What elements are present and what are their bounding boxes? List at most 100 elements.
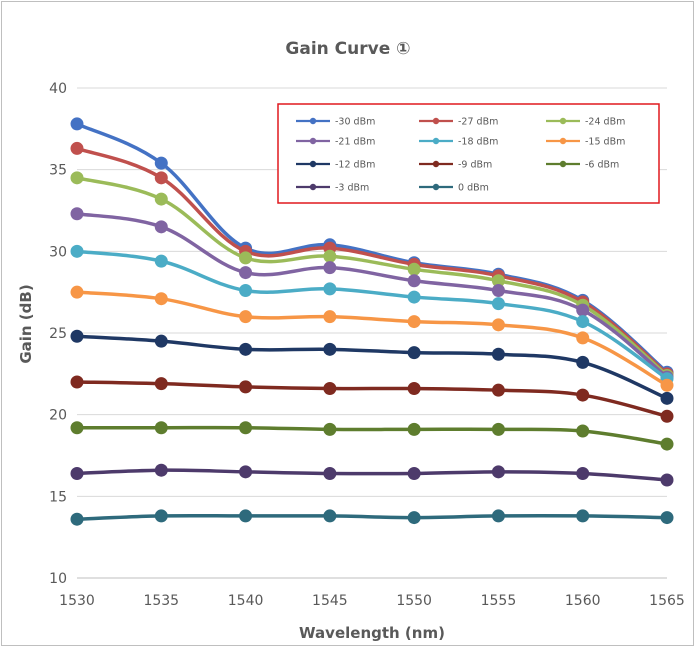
legend-item: -15 dBm (546, 137, 625, 148)
data-point (154, 463, 168, 477)
data-point (323, 282, 337, 296)
legend-swatch-marker (432, 117, 440, 125)
data-point (576, 388, 590, 402)
legend-label: -3 dBm (335, 183, 369, 194)
x-tick-label: 1550 (396, 593, 432, 609)
data-point (323, 509, 337, 523)
legend-item: -3 dBm (296, 183, 369, 194)
series-0dbm (70, 509, 674, 526)
series-line (75, 468, 669, 482)
data-point (239, 465, 253, 479)
legend-swatch-marker (559, 117, 567, 125)
data-point (407, 466, 421, 480)
x-axis-title: Wavelength (nm) (299, 624, 445, 642)
series--12dbm (70, 329, 674, 405)
x-tick-label: 1545 (312, 593, 348, 609)
data-point (407, 346, 421, 360)
data-point (239, 421, 253, 435)
data-point (660, 378, 674, 392)
legend-swatch-marker (309, 137, 317, 145)
x-tick-label: 1555 (481, 593, 517, 609)
legend-item: -24 dBm (546, 117, 625, 128)
data-point (239, 342, 253, 356)
data-point (576, 303, 590, 317)
data-point (70, 244, 84, 258)
series-line (75, 513, 669, 521)
x-tick-label: 1560 (565, 593, 601, 609)
data-point (323, 310, 337, 324)
y-axis-title: Gain (dB) (17, 284, 35, 363)
legend-box (277, 103, 660, 204)
legend-item: -18 dBm (419, 137, 498, 148)
chart-title: Gain Curve ① (285, 39, 410, 59)
legend-label: -12 dBm (335, 160, 375, 171)
data-point (576, 315, 590, 329)
series-line (75, 425, 669, 446)
y-tick-label: 35 (49, 163, 67, 179)
data-point (491, 274, 505, 288)
y-tick-label: 25 (49, 326, 67, 342)
data-point (660, 437, 674, 451)
series-line (75, 290, 669, 388)
data-point (154, 421, 168, 435)
legend: -30 dBm -27 dBm -24 dBm -21 dBm -18 dBm -15 d… (277, 103, 660, 204)
data-point (239, 266, 253, 280)
data-point (154, 292, 168, 306)
data-point (491, 465, 505, 479)
legend-swatch-marker (559, 160, 567, 168)
series-line (75, 380, 669, 419)
data-point (70, 421, 84, 435)
y-tick-label: 10 (49, 571, 67, 587)
data-point (70, 207, 84, 221)
legend-label: -18 dBm (458, 137, 498, 148)
series-lines (70, 117, 674, 526)
data-point (407, 262, 421, 276)
data-point (660, 409, 674, 423)
legend-label: -6 dBm (585, 160, 619, 171)
data-point (70, 375, 84, 389)
data-point (154, 156, 168, 170)
x-tick-label: 1530 (59, 593, 95, 609)
data-point (407, 382, 421, 396)
x-axis-ticks: 1530 1535 1540 1545 1550 1555 1560 1565 (59, 593, 685, 609)
data-point (491, 509, 505, 523)
data-point (154, 377, 168, 391)
data-point (70, 466, 84, 480)
y-tick-label: 30 (49, 244, 67, 260)
data-point (660, 391, 674, 405)
series--24dbm (70, 171, 674, 382)
legend-item: -9 dBm (419, 160, 492, 171)
legend-swatch-marker (432, 183, 440, 191)
series--6dbm (70, 421, 674, 451)
data-point (154, 192, 168, 206)
data-point (70, 329, 84, 343)
data-point (154, 509, 168, 523)
data-point (407, 511, 421, 525)
legend-swatch-marker (432, 160, 440, 168)
data-point (491, 422, 505, 436)
data-point (70, 171, 84, 185)
series--9dbm (70, 375, 674, 423)
y-tick-label: 40 (49, 81, 67, 97)
data-point (154, 171, 168, 185)
legend-label: -27 dBm (458, 117, 498, 128)
data-point (154, 254, 168, 268)
data-point (660, 473, 674, 487)
legend-swatch-marker (559, 137, 567, 145)
data-point (323, 261, 337, 275)
data-point (576, 424, 590, 438)
legend-swatch-marker (309, 160, 317, 168)
data-point (70, 512, 84, 526)
legend-label: 0 dBm (458, 183, 489, 194)
series--15dbm (70, 285, 674, 392)
legend-item: 0 dBm (419, 183, 489, 194)
legend-label: -9 dBm (458, 160, 492, 171)
data-point (407, 315, 421, 329)
legend-label: -30 dBm (335, 117, 375, 128)
data-point (491, 347, 505, 361)
legend-item: -12 dBm (296, 160, 375, 171)
data-point (239, 380, 253, 394)
data-point (407, 274, 421, 288)
series--18dbm (70, 244, 674, 386)
